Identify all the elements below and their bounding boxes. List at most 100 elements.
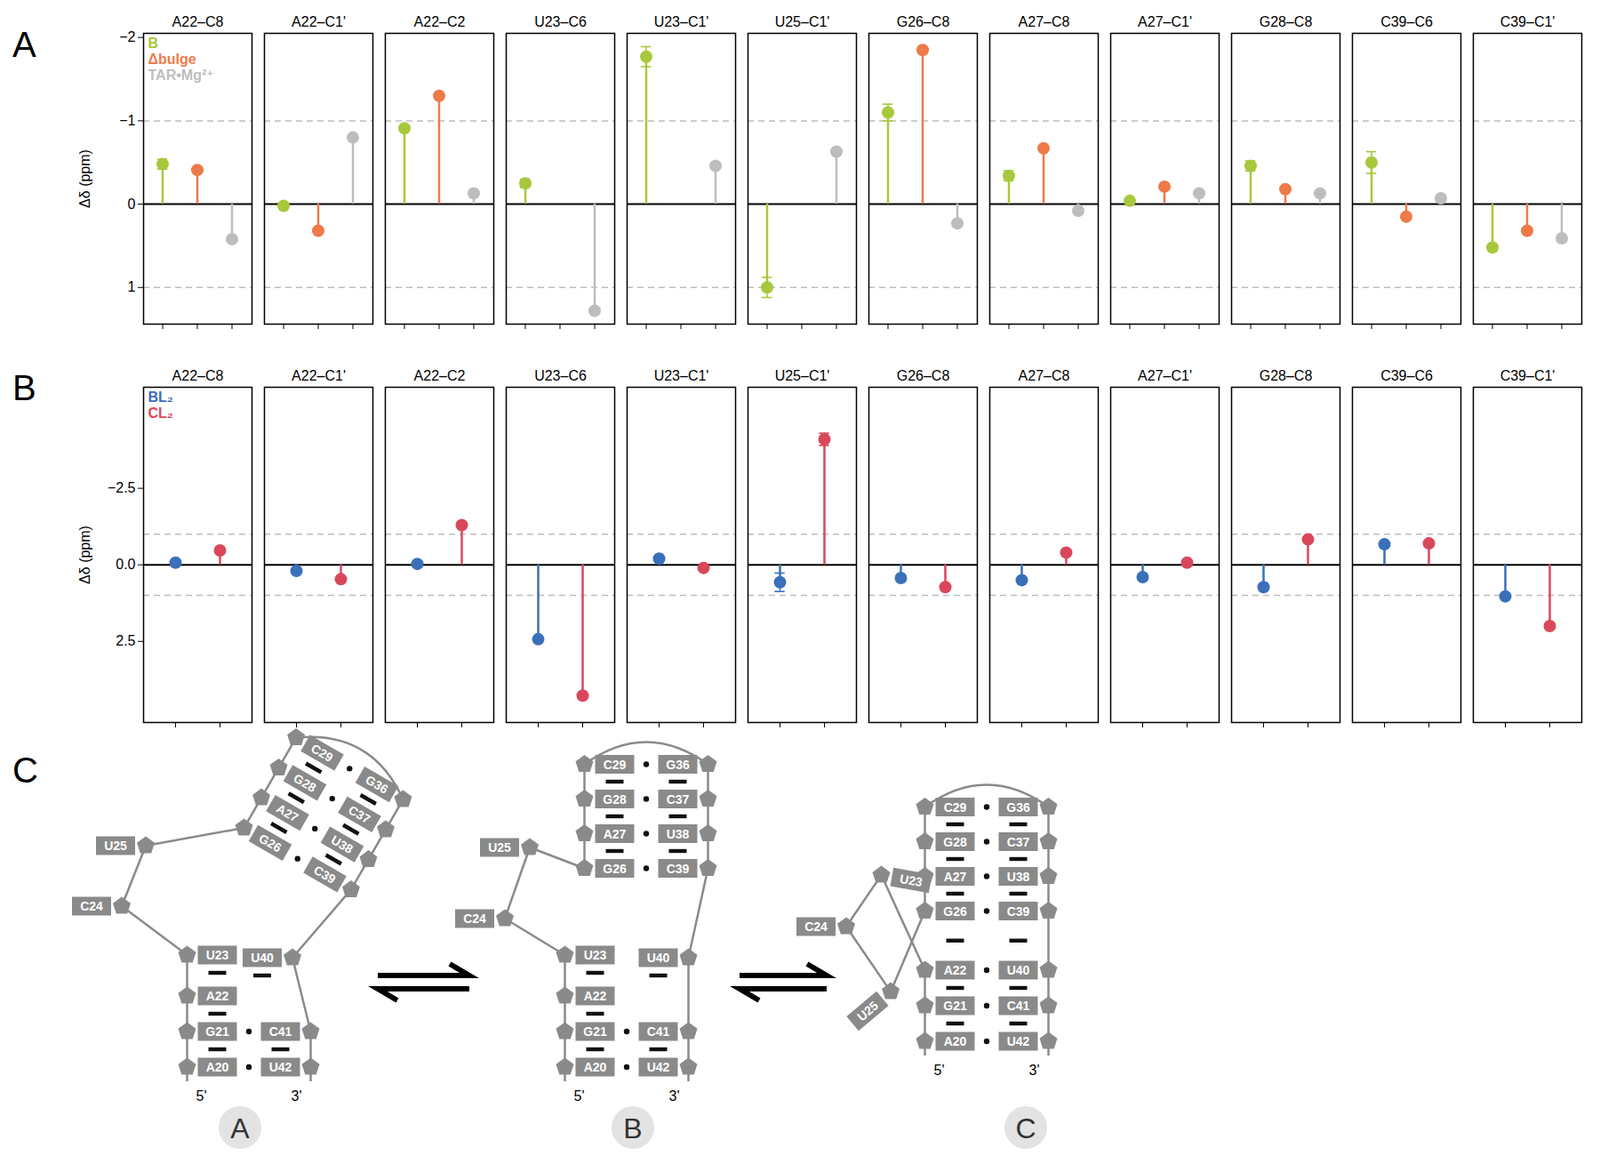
svg-text:U40: U40 bbox=[250, 950, 274, 965]
svg-text:C24: C24 bbox=[463, 911, 487, 926]
svg-text:−2: −2 bbox=[119, 29, 136, 45]
svg-text:U38: U38 bbox=[666, 826, 690, 841]
svg-text:A22–C2: A22–C2 bbox=[414, 368, 466, 384]
svg-text:C41: C41 bbox=[1007, 998, 1031, 1013]
svg-text:Δδ (ppm): Δδ (ppm) bbox=[77, 149, 93, 208]
svg-text:U25: U25 bbox=[104, 838, 128, 853]
svg-text:C39–C1': C39–C1' bbox=[1500, 368, 1556, 384]
html-text:A: A bbox=[12, 24, 37, 64]
svg-text:U38: U38 bbox=[328, 832, 356, 856]
svg-text:C41: C41 bbox=[269, 1024, 293, 1039]
svg-text:A22–C2: A22–C2 bbox=[414, 14, 466, 30]
svg-text:G28: G28 bbox=[291, 770, 320, 795]
svg-text:C: C bbox=[12, 750, 39, 790]
svg-text:3': 3' bbox=[669, 1088, 680, 1104]
svg-text:U23: U23 bbox=[206, 947, 230, 962]
svg-text:G26: G26 bbox=[943, 904, 968, 919]
svg-text:U40: U40 bbox=[647, 950, 671, 965]
svg-text:3': 3' bbox=[1029, 1062, 1040, 1078]
svg-text:−1: −1 bbox=[119, 112, 136, 128]
svg-text:C24: C24 bbox=[80, 898, 104, 913]
svg-text:A20: A20 bbox=[584, 1059, 608, 1074]
svg-text:G21: G21 bbox=[205, 1024, 230, 1039]
svg-text:2.5: 2.5 bbox=[115, 632, 136, 648]
svg-text:G26–C8: G26–C8 bbox=[896, 14, 951, 30]
svg-text:C39: C39 bbox=[311, 862, 338, 887]
svg-text:A22–C8: A22–C8 bbox=[172, 14, 224, 30]
svg-text:U23: U23 bbox=[584, 947, 608, 962]
svg-text:C24: C24 bbox=[804, 919, 828, 934]
svg-text:C39: C39 bbox=[1007, 904, 1031, 919]
svg-text:A22–C1': A22–C1' bbox=[291, 368, 346, 384]
svg-text:5': 5' bbox=[574, 1088, 585, 1104]
svg-text:G21: G21 bbox=[583, 1024, 608, 1039]
svg-text:G21: G21 bbox=[943, 998, 968, 1013]
svg-text:A27–C8: A27–C8 bbox=[1018, 368, 1071, 384]
svg-text:TAR•Mg²⁺: TAR•Mg²⁺ bbox=[148, 67, 215, 83]
svg-text:5': 5' bbox=[196, 1088, 208, 1104]
svg-text:G28–C8: G28–C8 bbox=[1259, 14, 1313, 30]
svg-text:−2.5: −2.5 bbox=[107, 480, 136, 496]
svg-text:C37: C37 bbox=[1007, 834, 1031, 849]
svg-text:U40: U40 bbox=[1007, 962, 1031, 977]
svg-text:A22: A22 bbox=[206, 988, 230, 1003]
svg-text:1: 1 bbox=[128, 279, 136, 295]
svg-text:A27: A27 bbox=[273, 800, 301, 825]
svg-text:A27–C8: A27–C8 bbox=[1018, 14, 1071, 30]
svg-text:A27–C1': A27–C1' bbox=[1137, 368, 1192, 384]
svg-text:CL₂: CL₂ bbox=[148, 405, 174, 421]
svg-text:Δδ (ppm): Δδ (ppm) bbox=[77, 525, 93, 584]
svg-text:U42: U42 bbox=[269, 1059, 293, 1074]
svg-text:G28: G28 bbox=[943, 834, 968, 849]
svg-text:3': 3' bbox=[291, 1088, 303, 1104]
svg-text:C39: C39 bbox=[666, 861, 690, 876]
svg-text:U38: U38 bbox=[1007, 869, 1031, 884]
svg-text:C39–C6: C39–C6 bbox=[1380, 368, 1433, 384]
svg-text:C37: C37 bbox=[666, 792, 690, 807]
svg-text:U25–C1': U25–C1' bbox=[775, 14, 831, 30]
svg-text:U25–C1': U25–C1' bbox=[775, 368, 831, 384]
svg-text:A22–C1': A22–C1' bbox=[291, 14, 346, 30]
svg-text:A22: A22 bbox=[584, 988, 608, 1003]
svg-text:U42: U42 bbox=[1007, 1033, 1031, 1048]
svg-text:G26: G26 bbox=[602, 861, 627, 876]
svg-text:G26–C8: G26–C8 bbox=[896, 368, 951, 384]
svg-text:U25: U25 bbox=[854, 998, 881, 1024]
svg-text:A27–C1': A27–C1' bbox=[1137, 14, 1192, 30]
svg-text:B: B bbox=[623, 1112, 642, 1144]
svg-text:A: A bbox=[230, 1112, 250, 1144]
svg-text:BL₂: BL₂ bbox=[148, 389, 174, 405]
svg-text:B: B bbox=[148, 35, 160, 51]
svg-text:U25: U25 bbox=[488, 840, 512, 855]
svg-text:A27: A27 bbox=[944, 869, 968, 884]
svg-text:C29: C29 bbox=[603, 757, 627, 772]
svg-text:0: 0 bbox=[128, 196, 136, 212]
svg-text:G36: G36 bbox=[1006, 800, 1031, 815]
svg-text:G28: G28 bbox=[602, 792, 627, 807]
svg-text:U42: U42 bbox=[647, 1059, 671, 1074]
svg-text:0.0: 0.0 bbox=[115, 556, 136, 572]
svg-text:U23–C6: U23–C6 bbox=[534, 14, 587, 30]
svg-text:A20: A20 bbox=[944, 1033, 968, 1048]
svg-text:C39–C1': C39–C1' bbox=[1500, 14, 1556, 30]
svg-text:C37: C37 bbox=[345, 802, 373, 827]
svg-text:Δbulge: Δbulge bbox=[148, 51, 197, 67]
svg-text:C29: C29 bbox=[944, 800, 968, 815]
svg-text:A22: A22 bbox=[944, 962, 968, 977]
svg-text:U23–C1': U23–C1' bbox=[654, 14, 710, 30]
svg-text:A22–C8: A22–C8 bbox=[172, 368, 224, 384]
svg-text:G36: G36 bbox=[665, 757, 690, 772]
svg-text:U23–C1': U23–C1' bbox=[654, 368, 710, 384]
svg-text:A20: A20 bbox=[206, 1059, 230, 1074]
svg-text:G28–C8: G28–C8 bbox=[1259, 368, 1313, 384]
svg-text:U23–C6: U23–C6 bbox=[534, 368, 587, 384]
svg-text:C41: C41 bbox=[647, 1024, 671, 1039]
svg-text:U23: U23 bbox=[898, 871, 924, 889]
svg-text:G36: G36 bbox=[363, 772, 392, 797]
svg-text:A27: A27 bbox=[603, 826, 627, 841]
svg-text:C: C bbox=[1015, 1112, 1036, 1144]
svg-text:5': 5' bbox=[934, 1062, 945, 1078]
svg-text:C39–C6: C39–C6 bbox=[1380, 14, 1433, 30]
svg-text:C29: C29 bbox=[308, 740, 336, 765]
svg-text:G26: G26 bbox=[256, 830, 285, 855]
